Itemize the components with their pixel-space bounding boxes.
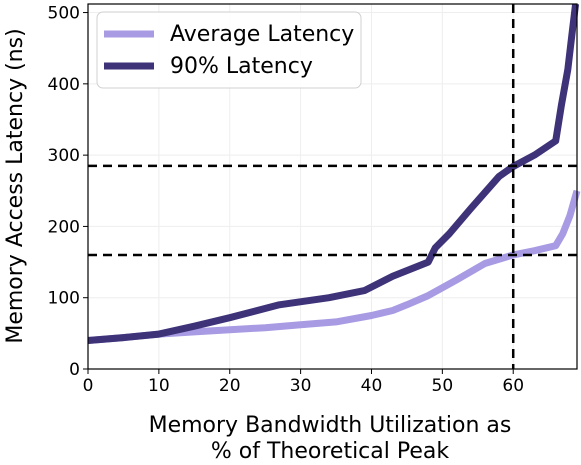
y-axis-label: Memory Access Latency (ns) [3,28,28,343]
legend-frame [96,11,362,89]
y-tick-label-0: 0 [69,360,80,380]
legend-label-90-latency: 90% Latency [170,54,313,79]
legend-label-average-latency: Average Latency [170,22,354,47]
x-axis-label-line-2: % of Theoretical Peak [211,439,449,464]
x-tick-label-50: 50 [432,376,454,396]
tick-labels: 0 10 20 30 40 50 60 0 100 200 300 400 500 [48,4,524,396]
axes-layer [83,3,578,374]
y-tick-label-500: 500 [48,4,80,24]
series-line-90-latency [87,3,580,344]
series-layer [87,3,581,344]
reference-lines [88,4,577,369]
x-tick-label-20: 20 [219,376,241,396]
y-tick-label-300: 300 [48,146,80,166]
x-tick-label-60: 60 [502,376,524,396]
series-line-average-latency [87,189,581,344]
y-tick-label-400: 400 [48,75,80,95]
x-tick-label-40: 40 [361,376,383,396]
y-tick-label-200: 200 [48,217,80,237]
x-tick-label-30: 30 [290,376,312,396]
axes-frame [87,3,578,370]
x-tick-label-10: 10 [148,376,170,396]
y-tick-label-100: 100 [48,289,80,309]
legend: Average Latency 90% Latency [96,11,362,89]
x-tick-label-0: 0 [83,376,94,396]
x-axis-label-line-1: Memory Bandwidth Utilization as [149,413,512,438]
